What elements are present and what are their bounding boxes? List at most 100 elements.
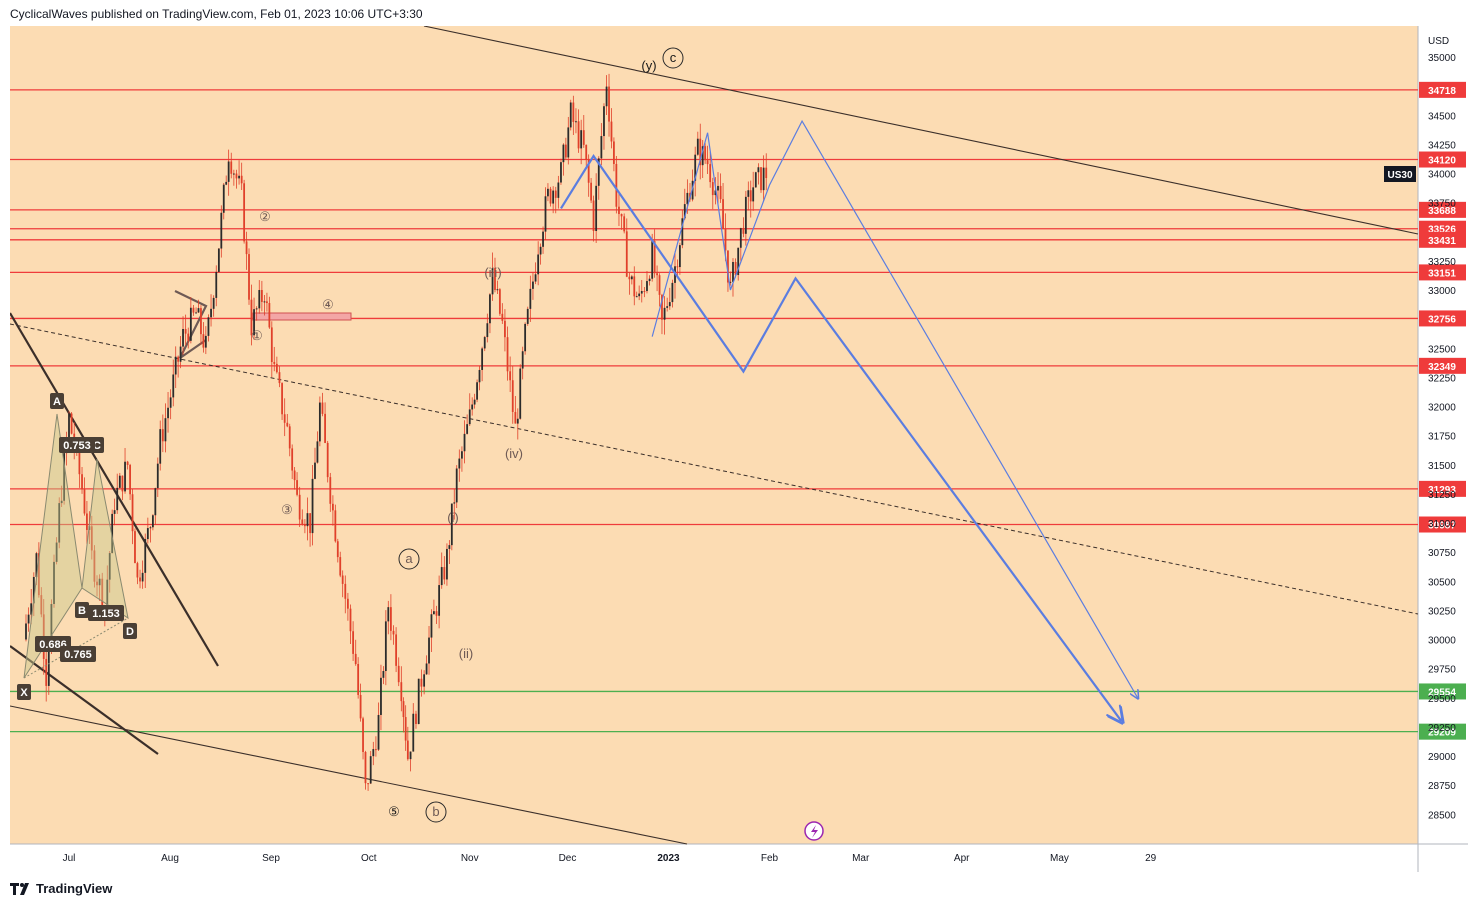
candle — [412, 703, 415, 752]
candle-body — [671, 282, 674, 303]
candle — [392, 625, 395, 645]
candle — [341, 570, 344, 598]
chart-area[interactable]: X A B C D 0.753 1.153 0.686 0.765 (y) c ② ④ ① ③ ⑤ a b (ii… — [9, 25, 1468, 872]
candle-body — [661, 294, 663, 320]
candle-body — [108, 553, 111, 580]
candle-body — [567, 127, 570, 158]
candle — [250, 284, 253, 346]
candle-body — [25, 623, 27, 640]
candle-body — [149, 527, 152, 529]
candle — [547, 183, 549, 202]
candle — [701, 139, 704, 178]
price-level-tag-label: 29554 — [1428, 687, 1456, 698]
candle-body — [440, 567, 443, 586]
candle-body — [443, 567, 446, 580]
footer-brand[interactable]: TradingView — [10, 881, 112, 896]
wave-label-text: ③ — [281, 502, 293, 517]
candle-body — [318, 402, 321, 442]
candle — [151, 514, 154, 531]
price-level-tag-label: 30987 — [1428, 521, 1456, 532]
y-axis-tick: 33750 — [1428, 199, 1456, 210]
candle — [293, 467, 296, 490]
y-axis-tick: 31500 — [1428, 461, 1456, 472]
candle-body — [291, 448, 294, 471]
candle — [638, 285, 641, 301]
candle-body — [187, 333, 190, 341]
candle — [314, 447, 316, 480]
candle-body — [471, 404, 474, 410]
candle — [458, 449, 461, 482]
candle — [121, 475, 124, 501]
candle — [732, 258, 734, 297]
candle-body — [476, 382, 478, 400]
price-level-tag: 33431 — [1419, 231, 1466, 248]
candle-body — [450, 503, 453, 546]
candle-body — [217, 248, 220, 272]
candle — [511, 365, 514, 424]
candle — [486, 313, 489, 343]
candle — [131, 489, 134, 545]
wedge-upper-line — [9, 312, 219, 667]
candle-body — [549, 188, 552, 204]
candle — [671, 279, 674, 308]
candle-body — [737, 247, 740, 276]
candle — [562, 143, 565, 176]
price-level-tag-bg — [1419, 683, 1466, 700]
candle — [202, 322, 205, 353]
candle-body — [106, 579, 109, 607]
candle-body — [615, 163, 618, 207]
candle — [377, 702, 380, 752]
candle — [248, 248, 250, 305]
candle-body — [367, 783, 369, 785]
lightning-icon[interactable] — [804, 821, 824, 841]
candle-body — [321, 402, 324, 414]
candle-body — [603, 106, 605, 137]
candle — [263, 295, 266, 316]
candle-body — [711, 182, 714, 196]
candle-body — [55, 542, 58, 562]
candle — [554, 186, 557, 214]
wave-label-ring — [662, 47, 684, 69]
candle — [722, 183, 724, 229]
candle-body — [124, 461, 126, 492]
wave-label-text: (iii) — [484, 265, 501, 280]
candle — [678, 242, 681, 275]
candle-body — [552, 190, 555, 204]
candle — [288, 423, 291, 457]
candle — [111, 509, 114, 554]
candle — [557, 175, 560, 209]
candle — [220, 205, 223, 258]
candle-body — [608, 86, 610, 122]
candle — [53, 554, 55, 608]
candle-body — [397, 665, 400, 683]
candle — [329, 472, 332, 512]
candle — [316, 431, 319, 464]
candle-body — [146, 528, 149, 540]
candle — [549, 186, 552, 207]
candle — [184, 314, 187, 346]
candle-body — [78, 446, 81, 475]
candle — [719, 173, 722, 203]
candle — [534, 262, 537, 285]
candle-body — [270, 327, 273, 363]
candle — [306, 497, 309, 541]
x-axis-tick: Jul — [63, 853, 76, 864]
candle-body — [326, 442, 329, 478]
candle — [516, 408, 519, 440]
symbol-label: US30 — [1387, 170, 1412, 181]
candle — [466, 414, 469, 435]
candle — [608, 73, 610, 137]
candle-body — [250, 299, 253, 336]
candle — [309, 513, 311, 547]
candle — [177, 355, 180, 378]
candle-body — [238, 175, 240, 179]
candle — [415, 710, 417, 729]
y-axis-tick: 30000 — [1428, 636, 1456, 647]
candle-body — [113, 510, 116, 514]
candle — [270, 321, 273, 378]
candle — [587, 154, 590, 197]
candle — [336, 538, 339, 563]
candle-body — [45, 658, 48, 686]
candle — [167, 391, 169, 433]
